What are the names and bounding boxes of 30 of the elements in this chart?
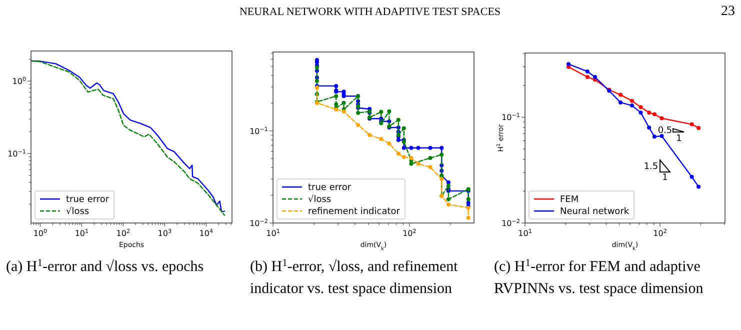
y-tick-label: 10$^{−2}$ — [502, 218, 520, 228]
annotation: 1 — [676, 134, 682, 144]
annotation: 1 — [662, 173, 668, 183]
y-tick-label: 10$^{−2}$ — [250, 218, 268, 228]
y-tick-label: 10$^{−1}$ — [8, 148, 26, 159]
x-tick-label: 10$^{2}$ — [402, 228, 416, 238]
legend-label: √loss — [66, 206, 90, 217]
legend-label: FEM — [560, 195, 579, 205]
x-tick-label: 10$^{4}$ — [199, 228, 214, 238]
x-tick-label: 10$^{3}$ — [158, 228, 172, 238]
y-tick-label: 10$^{−1}$ — [502, 112, 520, 122]
annotation: 1.5 — [644, 162, 658, 172]
legend-label: true error — [66, 195, 110, 205]
legend-label: Neural network — [560, 207, 630, 217]
text: (c) H$^{1}$-error for FEM and adaptive RVPINNs vs. test space dimension — [494, 258, 704, 297]
text: NEURAL NETWORK WITH ADAPTIVE TEST SPACES — [239, 6, 501, 18]
legend-label: √loss — [308, 194, 332, 205]
y-tick-label: 10$^{−1}$ — [250, 126, 268, 136]
annotation: 0.5 — [658, 126, 672, 136]
text: (b) H$^{1}$-error, √loss, and refinement indicator vs. test space dimension — [250, 258, 459, 297]
x-tick-label: 10$^{0}$ — [33, 228, 48, 238]
text: (a) H$^{1}$-error and √loss vs. epochs — [6, 258, 204, 275]
legend-label: true error — [308, 183, 352, 193]
x-tick-label: 10$^{2}$ — [653, 228, 667, 238]
legend-label: refinement indicator — [308, 207, 400, 217]
x-tick-label: 10$^{1}$ — [266, 228, 280, 238]
x-tick-label: 10$^{2}$ — [116, 228, 130, 238]
x-tick-label: 10$^{1}$ — [74, 228, 89, 238]
text: 23 — [721, 4, 735, 19]
x-tick-label: 10$^{1}$ — [518, 228, 532, 238]
